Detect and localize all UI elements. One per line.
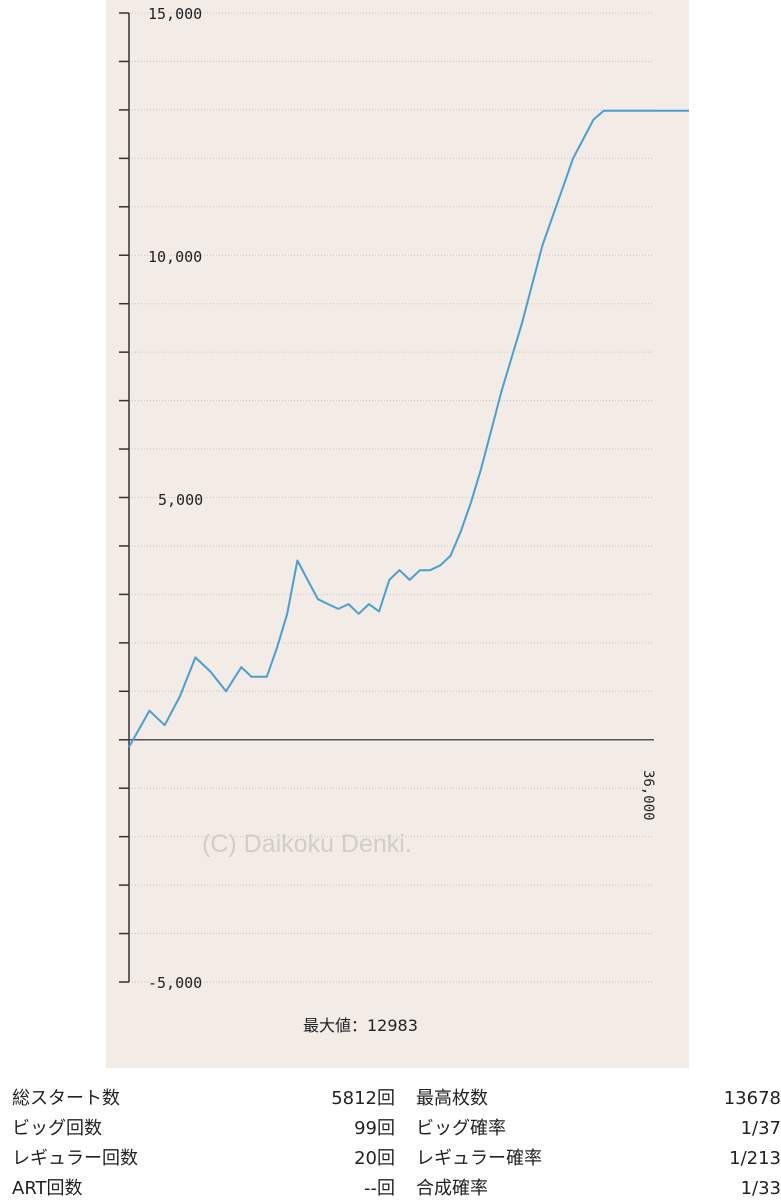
stat-label-big-prob: ビッグ確率 — [416, 1118, 506, 1139]
line-chart: 15,000 10,000 5,000 -5,000 36,000 (C) Da… — [119, 5, 689, 1035]
stat-label-art-count: ART回数 — [12, 1178, 83, 1199]
stat-label-combined-prob: 合成確率 — [416, 1178, 488, 1199]
y-ticks — [119, 12, 129, 983]
x-max-label: 36,000 — [640, 770, 656, 821]
tick-label-10000: 10,000 — [148, 248, 202, 266]
stats-row: レギュラー回数 20回 レギュラー確率 1/213 — [0, 1145, 781, 1173]
series-line — [128, 109, 689, 748]
chart-panel: 15,000 10,000 5,000 -5,000 36,000 (C) Da… — [106, 0, 689, 1068]
stats-row: 総スタート数 5812回 最高枚数 13678 — [0, 1085, 781, 1113]
stat-value-art-count: --回 — [364, 1178, 395, 1199]
stat-value-regular-count: 20回 — [354, 1148, 395, 1169]
stat-label-total-starts: 総スタート数 — [12, 1088, 120, 1109]
stat-value-big-count: 99回 — [354, 1118, 395, 1139]
stat-value-total-starts: 5812回 — [331, 1088, 395, 1109]
stat-label-big-count: ビッグ回数 — [12, 1118, 102, 1139]
stat-label-regular-count: レギュラー回数 — [12, 1148, 138, 1169]
max-value-label: 最大値：12983 — [303, 1016, 418, 1035]
gridlines — [129, 12, 654, 983]
stat-value-big-prob: 1/37 — [740, 1118, 781, 1139]
stat-value-combined-prob: 1/33 — [740, 1178, 781, 1199]
tick-label-15000: 15,000 — [148, 5, 202, 23]
stat-label-max-coins: 最高枚数 — [416, 1088, 488, 1109]
stat-label-regular-prob: レギュラー確率 — [416, 1148, 542, 1169]
stat-value-regular-prob: 1/213 — [729, 1148, 781, 1169]
stat-value-max-coins: 13678 — [723, 1088, 781, 1109]
watermark: (C) Daikoku Denki. — [202, 830, 412, 858]
stats-row: ビッグ回数 99回 ビッグ確率 1/37 — [0, 1115, 781, 1143]
tick-label-minus-5000: -5,000 — [148, 974, 202, 992]
tick-label-5000: 5,000 — [158, 491, 203, 509]
stats-row: ART回数 --回 合成確率 1/33 — [0, 1175, 781, 1203]
